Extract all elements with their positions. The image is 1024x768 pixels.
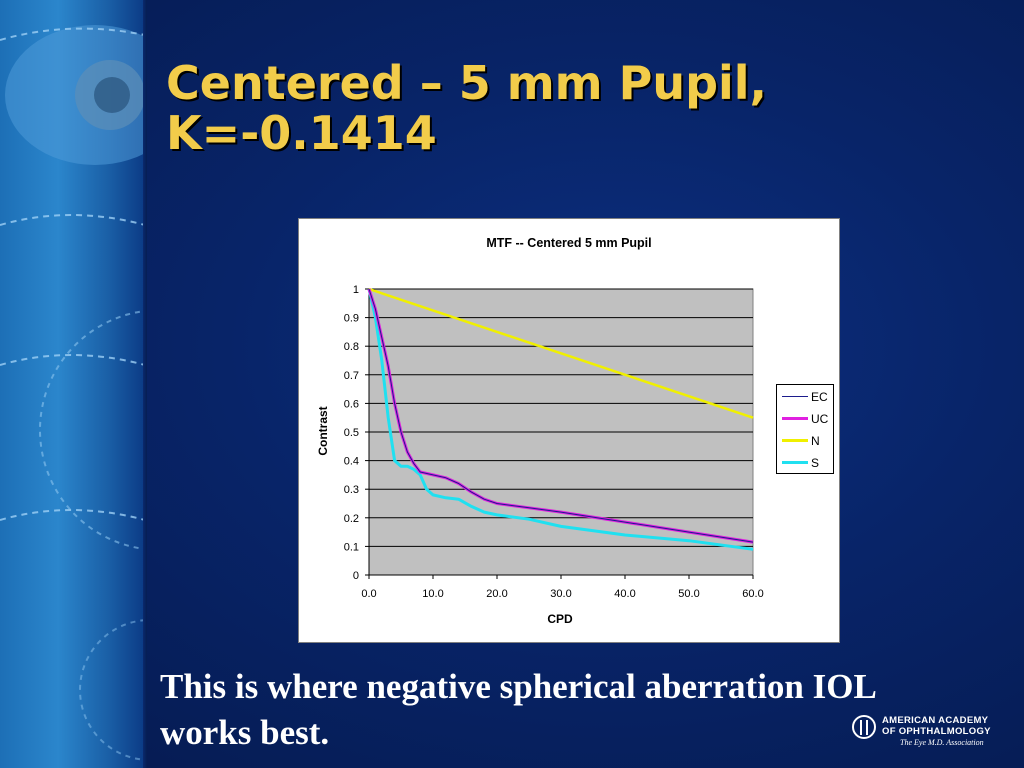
decorative-eye-band <box>0 0 145 768</box>
logo-line-2: of Ophthalmology <box>882 726 991 737</box>
legend-label-n: N <box>811 434 820 448</box>
x-tick-label: 60.0 <box>742 588 763 600</box>
y-tick-label: 0.2 <box>344 513 359 525</box>
x-tick-label: 0.0 <box>361 588 376 600</box>
logo-tagline: The Eye M.D. Association <box>900 738 984 747</box>
legend-item-n: N <box>782 433 834 449</box>
legend-swatch-uc <box>782 417 808 420</box>
y-axis-label: Contrast <box>316 406 330 455</box>
y-tick-label: 0.3 <box>344 484 359 496</box>
y-tick-label: 0.5 <box>344 427 359 439</box>
legend-swatch-n <box>782 439 808 442</box>
legend-item-ec: EC <box>782 389 834 405</box>
aao-logo: American Academy of Ophthalmology The Ey… <box>852 713 1002 749</box>
x-tick-label: 30.0 <box>550 588 571 600</box>
slide-title: Centered – 5 mm Pupil, K=-0.1414 <box>166 58 986 158</box>
y-tick-label: 1 <box>353 284 359 296</box>
chart-legend: EC UC N S <box>776 384 834 474</box>
mtf-chart: 00.10.20.30.40.50.60.70.80.910.0 10.0 20.0… <box>316 236 764 626</box>
x-tick-label: 10.0 <box>422 588 443 600</box>
y-tick-label: 0.7 <box>344 370 359 382</box>
chart-panel: 0 0.1 0.2 0.3 0.4 0.5 0.6 0.7 0.8 0.9 1 0.0 10.0 20.0… <box>298 218 840 643</box>
caption-line-1: This is where negative spherical aberrat… <box>160 667 877 706</box>
x-axis-label: CPD <box>547 612 573 626</box>
title-line-2: K=-0.1414 <box>166 106 437 160</box>
y-tick-label: 0.6 <box>344 398 359 410</box>
y-tick-label: 0.8 <box>344 341 359 353</box>
slide-caption: This is where negative spherical aberrat… <box>160 664 980 756</box>
series-line-n <box>368 287 754 419</box>
aao-logo-icon <box>852 715 876 739</box>
logo-line-1: American Academy <box>882 715 989 726</box>
eye-graphic <box>0 25 145 761</box>
series-line-ec <box>368 288 754 543</box>
band-edge <box>143 0 147 768</box>
x-tick-label: 50.0 <box>678 588 699 600</box>
legend-label-ec: EC <box>811 390 828 404</box>
title-line-1: Centered – 5 mm Pupil, <box>166 56 768 110</box>
legend-swatch-ec <box>782 396 808 397</box>
legend-item-s: S <box>782 455 834 471</box>
y-tick-label: 0.1 <box>344 541 359 553</box>
x-tick-label: 40.0 <box>614 588 635 600</box>
legend-label-uc: UC <box>811 412 829 426</box>
series-line-s <box>367 288 754 551</box>
chart-title: MTF -- Centered 5 mm Pupil <box>486 236 651 250</box>
x-tick-label: 20.0 <box>486 588 507 600</box>
legend-item-uc: UC <box>782 411 834 427</box>
legend-label-s: S <box>811 456 820 470</box>
legend-swatch-s <box>782 461 808 464</box>
y-tick-label: 0.4 <box>344 456 359 468</box>
y-tick-label: 0 <box>353 570 359 582</box>
caption-line-2: works best. <box>160 713 330 752</box>
y-tick-label: 0.9 <box>344 313 359 325</box>
